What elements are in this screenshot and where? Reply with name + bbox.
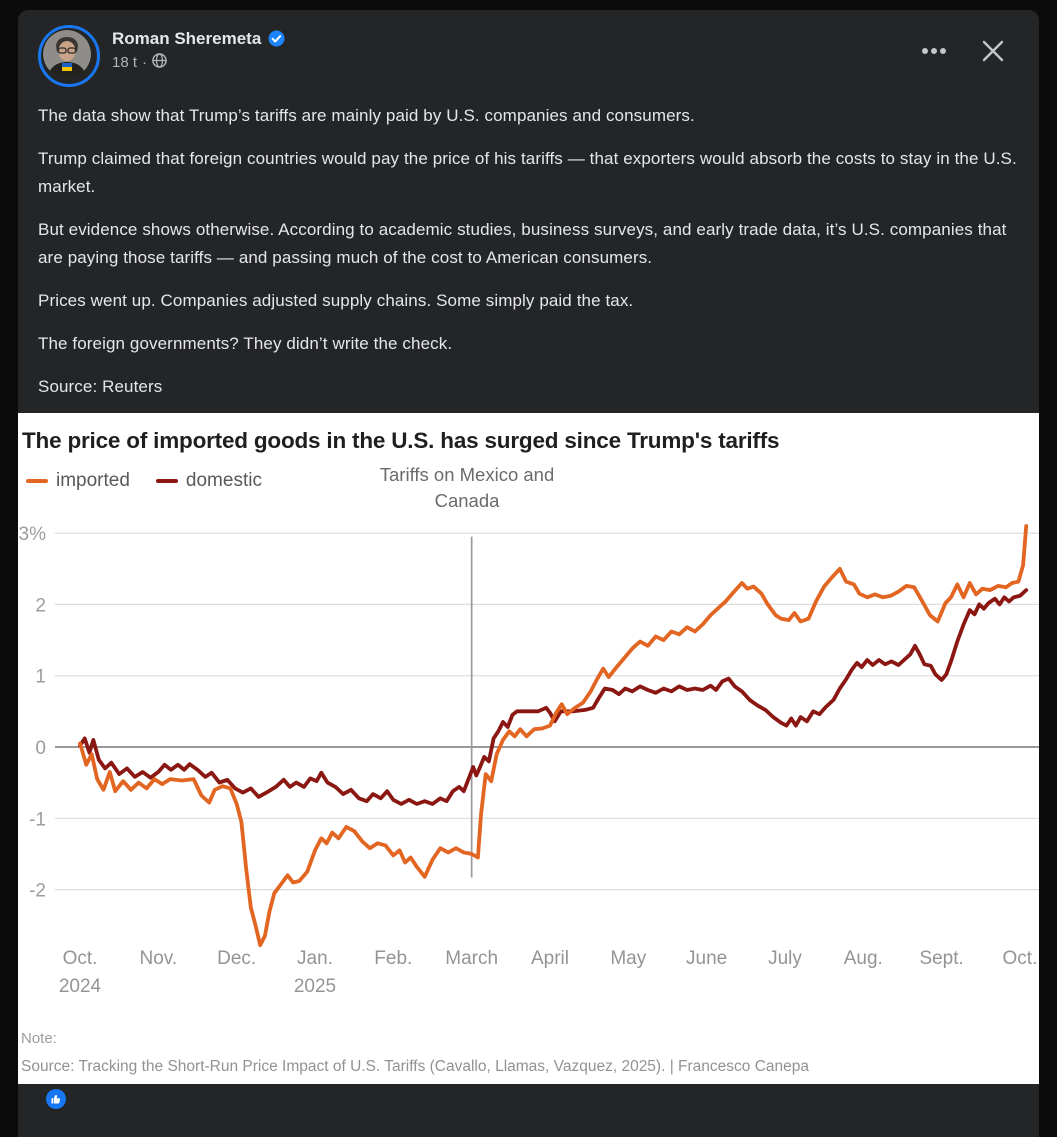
chart-title: The price of imported goods in the U.S. … [22, 428, 780, 453]
svg-text:Jan.: Jan. [297, 948, 333, 969]
chart-annotation-label: Tariffs on Mexico and Canada [379, 464, 555, 511]
svg-text:May: May [610, 948, 646, 969]
svg-text:Oct.: Oct. [1003, 948, 1038, 969]
svg-text:Dec.: Dec. [217, 948, 256, 969]
svg-text:-1: -1 [29, 809, 46, 830]
legend-swatch-domestic [155, 479, 178, 483]
audience-globe-icon [152, 53, 167, 72]
svg-text:Sept.: Sept. [919, 948, 963, 969]
svg-text:1: 1 [35, 667, 46, 688]
post-paragraph: Trump claimed that foreign countries wou… [38, 149, 1017, 196]
svg-text:Feb.: Feb. [374, 948, 412, 969]
legend-label-domestic: domestic [185, 470, 262, 491]
legend-swatch-imported [26, 479, 48, 483]
like-reaction-icon[interactable] [46, 1089, 66, 1109]
svg-text:2024: 2024 [59, 976, 102, 997]
avatar-image [43, 30, 91, 78]
svg-text:Aug.: Aug. [844, 948, 883, 969]
svg-text:March: March [445, 948, 498, 969]
post-paragraph: Source: Reuters [38, 377, 163, 396]
svg-text:July: July [768, 948, 802, 969]
avatar[interactable] [38, 25, 100, 87]
svg-text:April: April [531, 948, 569, 969]
svg-text:2025: 2025 [294, 976, 336, 997]
legend-label-imported: imported [56, 470, 130, 491]
post-paragraph: But evidence shows otherwise. According … [38, 220, 1007, 267]
svg-text:Oct.: Oct. [63, 948, 98, 969]
verified-badge-icon [268, 30, 285, 47]
author-name[interactable]: Roman Sheremeta [112, 29, 262, 48]
svg-text:0: 0 [35, 738, 46, 759]
chart-header-row: imported domestic Tariffs on Mexico and … [18, 460, 1039, 516]
svg-text:June: June [686, 948, 727, 969]
chart-attachment[interactable]: The price of imported goods in the U.S. … [18, 413, 1039, 1084]
legend-item-imported: imported [26, 470, 130, 492]
svg-text:3%: 3% [19, 524, 47, 545]
timestamp[interactable]: 18 t [112, 54, 138, 71]
post-paragraph: The data show that Trump’s tariffs are m… [38, 106, 695, 125]
chart-note: Note: [21, 1030, 57, 1047]
close-button[interactable] [977, 35, 1009, 67]
svg-text:-2: -2 [29, 881, 46, 902]
post-paragraph: The foreign governments? They didn’t wri… [38, 334, 453, 353]
line-chart: 3% 2 1 0 -1 -2 Oct. 2024 Nov. Dec. Jan. 2025 Feb. Mar… [19, 524, 1039, 997]
legend-item-domestic: domestic [155, 470, 262, 492]
svg-text:Nov.: Nov. [139, 948, 177, 969]
post-text: The data show that Trump’s tariffs are m… [18, 87, 1039, 401]
chart-legend: imported domestic [18, 460, 1039, 492]
post-paragraph: Prices went up. Companies adjusted suppl… [38, 291, 634, 310]
reactions-bar [18, 1084, 1039, 1129]
post-meta: 18 t · [112, 53, 917, 72]
chart-source: Source: Tracking the Short-Run Price Imp… [21, 1058, 810, 1075]
facebook-post-card: Roman Sheremeta 18 t · [18, 10, 1039, 1137]
svg-text:2: 2 [35, 595, 46, 616]
header-actions [917, 25, 1023, 67]
more-options-button[interactable] [917, 43, 951, 59]
post-header: Roman Sheremeta 18 t · [18, 10, 1039, 87]
